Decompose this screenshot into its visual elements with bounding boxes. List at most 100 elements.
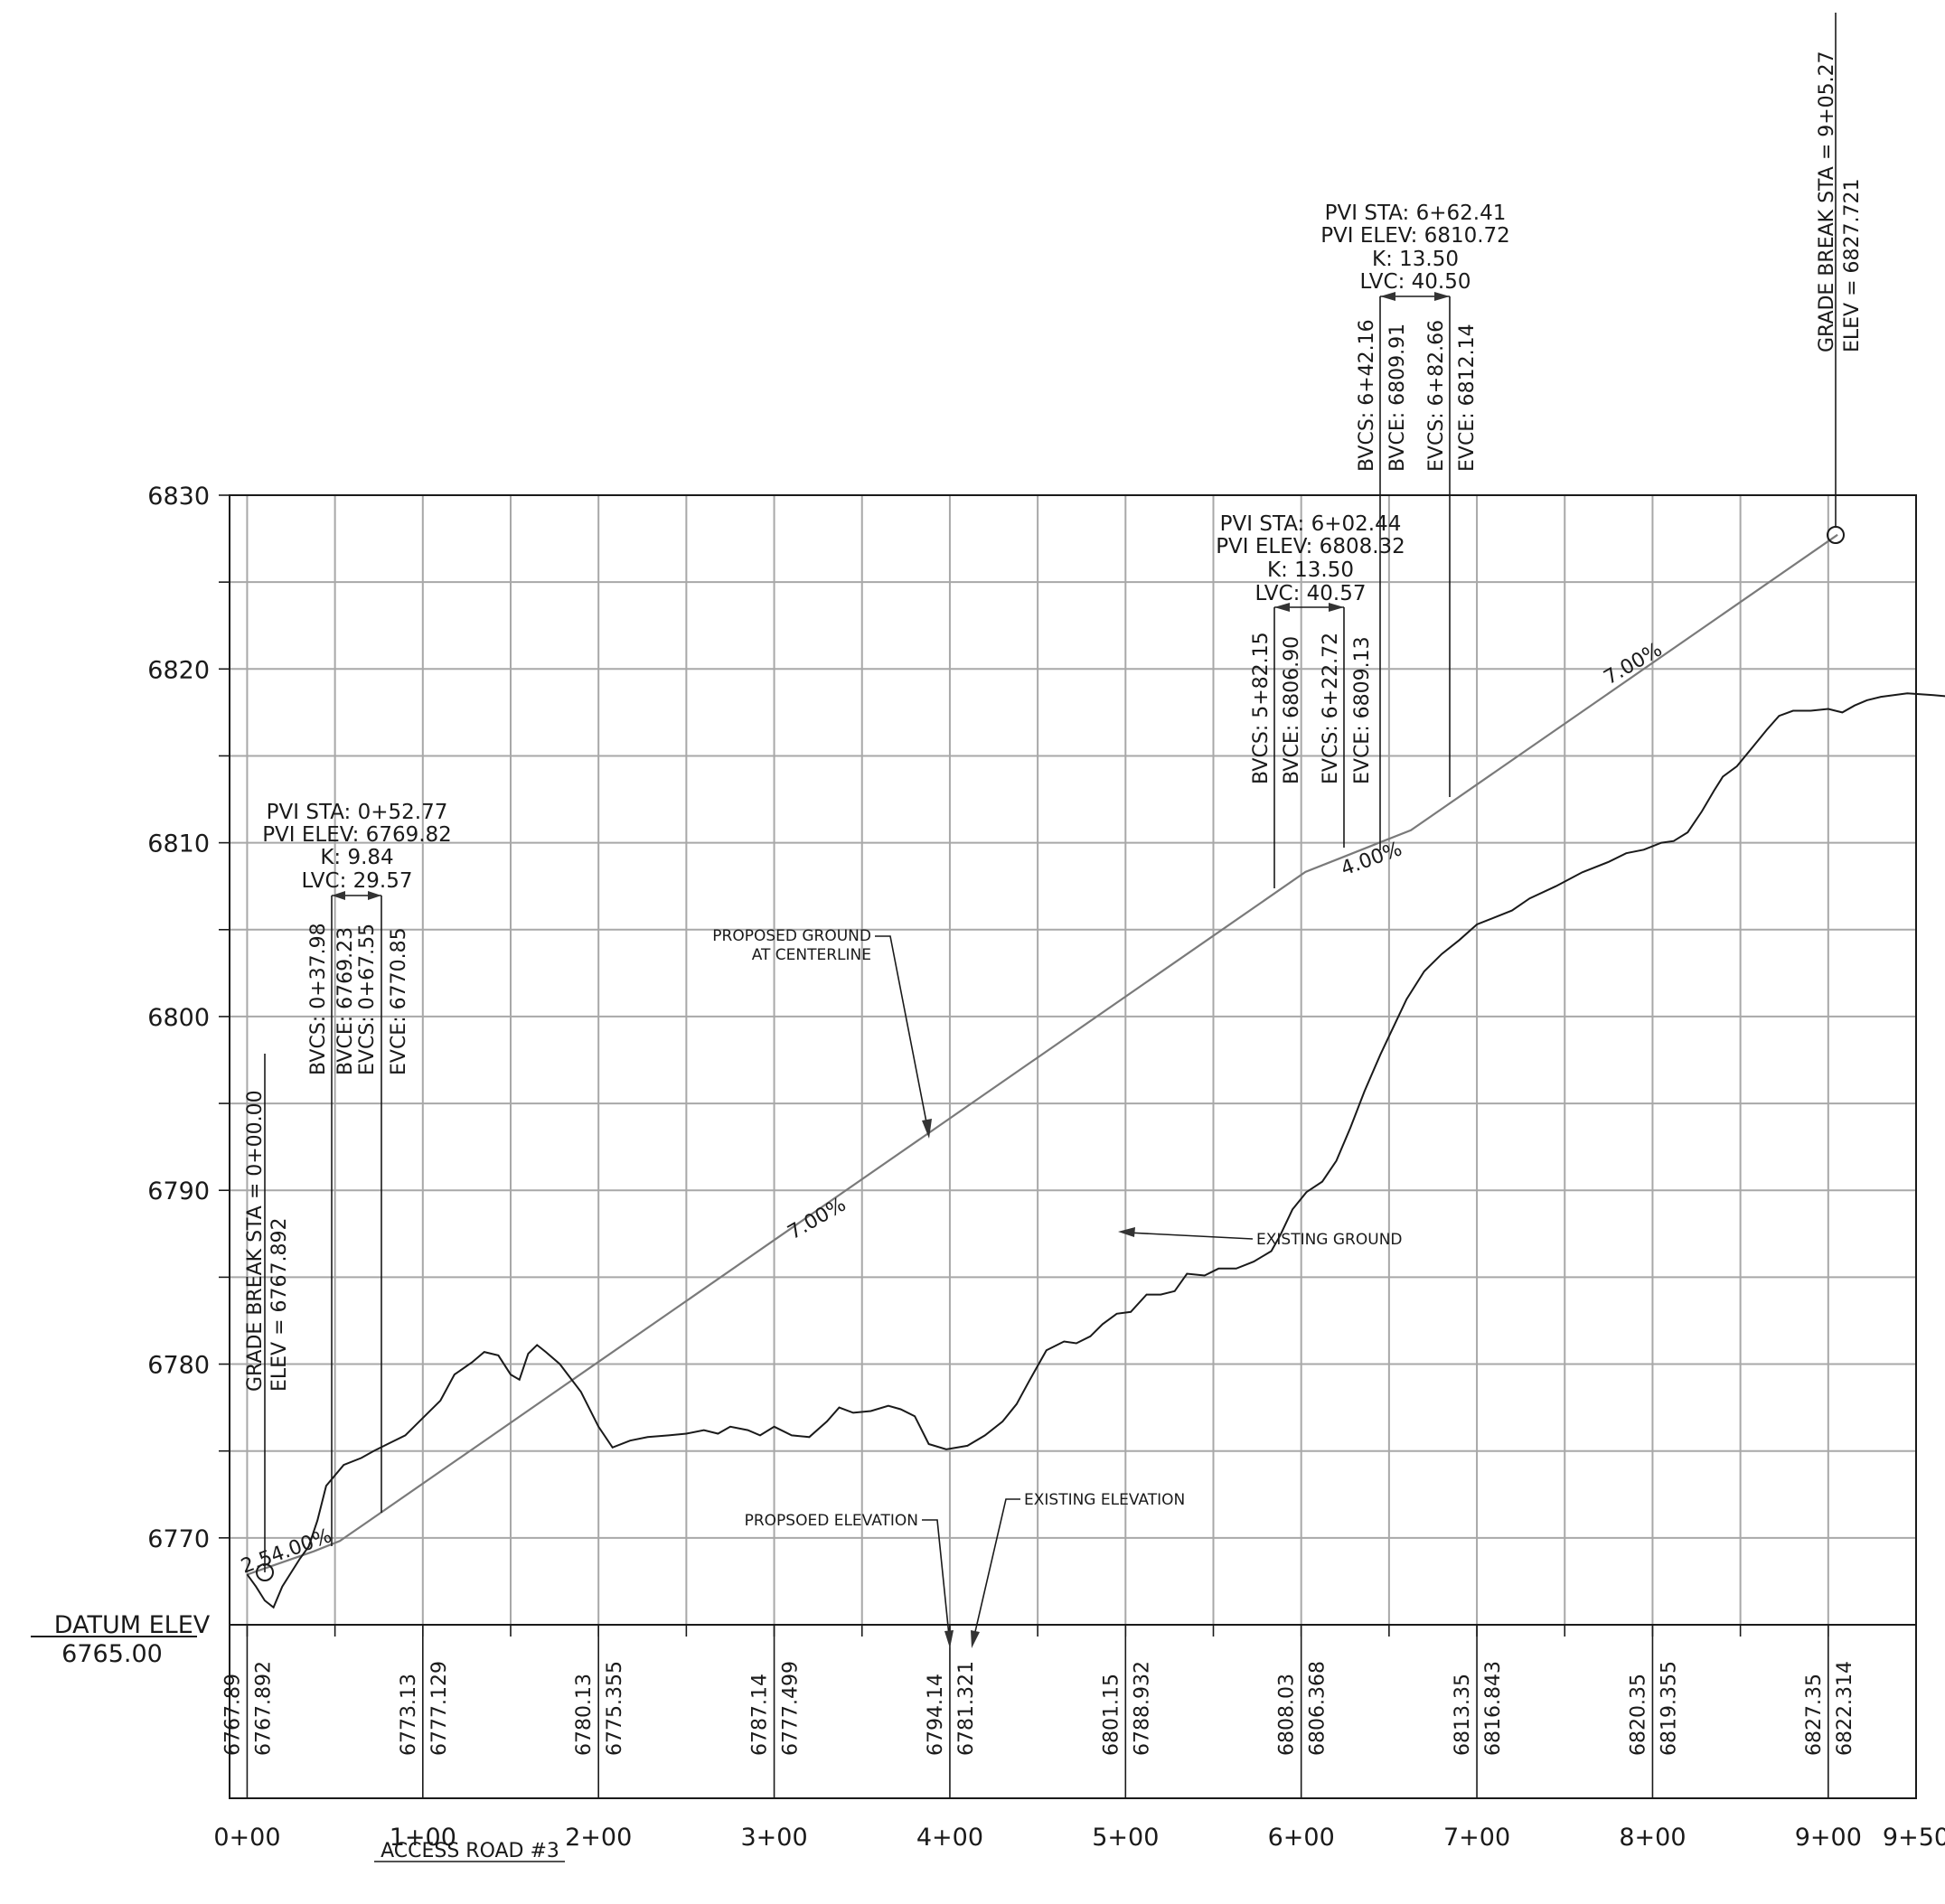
- datum-label: DATUM ELEV: [54, 1611, 211, 1639]
- curve3-evcs: EVCS: 6+82.66: [1425, 320, 1448, 472]
- curve3-pvi-elev: PVI ELEV: 6810.72: [1320, 224, 1510, 248]
- band-proposed-elevation: 6794.14: [925, 1674, 947, 1756]
- axis-and-band-labels: 6770 6780 6790 6800 6810 6820 6830 0+00 1+00 2+00…: [147, 483, 1945, 1852]
- x-tick-label: 2+00: [565, 1824, 632, 1852]
- x-tick-label: 3+00: [740, 1824, 807, 1852]
- grade-break-start-station: GRADE BREAK STA = 0+00.00: [244, 1090, 267, 1392]
- existing-elevation-leader: [973, 1498, 1020, 1637]
- x-tick-label: 8+00: [1619, 1824, 1686, 1852]
- vertical-curve-1: PVI STA: 0+52.77 PVI ELEV: 6769.82 K: 9.…: [262, 801, 452, 1546]
- existing-ground-leader: [1127, 1232, 1254, 1240]
- grade-break-start-elevation: ELEV = 6767.892: [268, 1218, 291, 1393]
- plot-frame: [229, 494, 1917, 1626]
- curve3-pvi-sta: PVI STA: 6+62.41: [1325, 202, 1507, 225]
- curve2-lvc-arrow-right: [1329, 603, 1344, 612]
- curve2-lvc: LVC: 40.57: [1255, 582, 1367, 605]
- y-tick-label: 6770: [147, 1525, 210, 1553]
- x-tick-label: 1+00: [390, 1824, 456, 1852]
- band-existing-elevation: 6767.892: [252, 1661, 275, 1756]
- grade-label-start: 2.54.00%: [239, 1524, 335, 1578]
- curve1-k: K: 9.84: [320, 846, 393, 869]
- x-tick-label: 6+00: [1268, 1824, 1335, 1852]
- profile-title: ACCESS ROAD #3: [381, 1840, 559, 1862]
- existing-ground-arrow: [1118, 1227, 1135, 1237]
- vertical-curve-3: PVI STA: 6+62.41 PVI ELEV: 6810.72 K: 13…: [1320, 202, 1510, 850]
- proposed-ground-leader: [875, 935, 928, 1128]
- curve2-pvi-sta: PVI STA: 6+02.44: [1220, 512, 1402, 536]
- band-proposed-elevation: 6767.89: [221, 1674, 244, 1756]
- x-tick-label: 9+50: [1883, 1824, 1945, 1852]
- curve2-bvce: BVCE: 6806.90: [1281, 636, 1303, 784]
- curve1-evce: EVCE: 6770.85: [388, 927, 410, 1075]
- datum-value: 6765.00: [61, 1640, 163, 1668]
- grade-label-mid: 4.00%: [1339, 838, 1405, 880]
- curve1-lvc-arrow-left: [332, 891, 345, 900]
- band-proposed-elevation: 6780.13: [573, 1674, 596, 1756]
- band-existing-elevation: 6781.321: [955, 1661, 978, 1756]
- existing-ground-callout: EXISTING GROUND: [1118, 1227, 1403, 1249]
- curve2-bvcs: BVCS: 5+82.15: [1250, 632, 1273, 784]
- existing-elevation-arrow: [971, 1630, 980, 1648]
- vertical-curve-2: PVI STA: 6+02.44 PVI ELEV: 6808.32 K: 13…: [1216, 512, 1405, 888]
- x-tick-label: 0+00: [213, 1824, 280, 1852]
- curve2-pvi-elev: PVI ELEV: 6808.32: [1216, 535, 1405, 558]
- curve3-k: K: 13.50: [1372, 248, 1459, 271]
- proposed-ground-arrow: [922, 1119, 932, 1139]
- axis-ticks: [219, 494, 1829, 1798]
- proposed-ground-label-1: PROPOSED GROUND: [712, 927, 871, 945]
- y-tick-label: 6780: [147, 1352, 210, 1380]
- proposed-elevation-leader: [922, 1519, 950, 1637]
- curve2-evce: EVCE: 6809.13: [1351, 636, 1374, 784]
- curve1-pvi-elev: PVI ELEV: 6769.82: [262, 823, 452, 847]
- curve3-lvc: LVC: 40.50: [1360, 270, 1471, 294]
- band-proposed-elevation: 6813.35: [1452, 1674, 1474, 1756]
- grade-break-end-elevation: ELEV = 6827.721: [1841, 179, 1864, 353]
- curve1-bvce: BVCE: 6769.23: [334, 927, 357, 1075]
- y-tick-label: 6810: [147, 830, 210, 858]
- grade-label-main: 7.00%: [785, 1194, 850, 1245]
- x-tick-label: 5+00: [1092, 1824, 1159, 1852]
- band-existing-elevation: 6819.355: [1658, 1661, 1680, 1756]
- band-existing-elevation: 6775.355: [604, 1661, 626, 1756]
- grade-label-end: 7.00%: [1601, 639, 1667, 690]
- y-tick-label: 6790: [147, 1177, 210, 1205]
- existing-ground-label: EXISTING GROUND: [1256, 1231, 1403, 1249]
- y-tick-label: 6830: [147, 483, 210, 511]
- band-existing-elevation: 6788.932: [1131, 1661, 1153, 1756]
- proposed-elevation-label: PROPSOED ELEVATION: [745, 1512, 918, 1530]
- proposed-profile-line: [247, 533, 1838, 1576]
- curve3-lvc-arrow-right: [1434, 292, 1450, 301]
- curve2-k: K: 13.50: [1267, 558, 1354, 582]
- curve2-lvc-arrow-left: [1274, 603, 1290, 612]
- curve3-lvc-arrow-left: [1380, 292, 1395, 301]
- band-existing-elevation: 6816.843: [1482, 1661, 1505, 1756]
- proposed-elevation-callout: PROPSOED ELEVATION: [745, 1512, 954, 1648]
- band-existing-elevation: 6806.368: [1307, 1661, 1330, 1756]
- proposed-elevation-arrow: [944, 1630, 954, 1648]
- curve3-bvce: BVCE: 6809.91: [1386, 324, 1409, 472]
- curve1-evcs: EVCS: 0+67.55: [356, 924, 379, 1075]
- existing-elevation-label: EXISTING ELEVATION: [1024, 1491, 1185, 1509]
- curve1-lvc: LVC: 29.57: [302, 869, 413, 893]
- band-existing-elevation: 6777.499: [780, 1661, 803, 1756]
- curve1-lvc-arrow-right: [368, 891, 381, 900]
- y-tick-label: 6800: [147, 1004, 210, 1032]
- x-tick-label: 7+00: [1443, 1824, 1510, 1852]
- existing-ground-line: [246, 692, 1945, 1609]
- curve1-pvi-sta: PVI STA: 0+52.77: [267, 801, 448, 824]
- band-proposed-elevation: 6808.03: [1276, 1674, 1299, 1756]
- band-proposed-elevation: 6787.14: [749, 1674, 772, 1756]
- curve3-bvcs: BVCS: 6+42.16: [1356, 319, 1378, 472]
- curve2-evcs: EVCS: 6+22.72: [1320, 633, 1342, 784]
- band-proposed-elevation: 6801.15: [1100, 1674, 1123, 1756]
- band-proposed-elevation: 6773.13: [398, 1674, 420, 1756]
- band-existing-elevation: 6777.129: [428, 1661, 451, 1756]
- plot-grid: [230, 495, 1916, 1625]
- curve1-bvcs: BVCS: 0+37.98: [307, 923, 330, 1075]
- band-proposed-elevation: 6820.35: [1627, 1674, 1649, 1756]
- proposed-ground-label-2: AT CENTERLINE: [752, 946, 871, 964]
- band-proposed-elevation: 6827.35: [1803, 1674, 1826, 1756]
- existing-elevation-callout: EXISTING ELEVATION: [971, 1491, 1185, 1648]
- curve3-evce: EVCE: 6812.14: [1456, 324, 1479, 472]
